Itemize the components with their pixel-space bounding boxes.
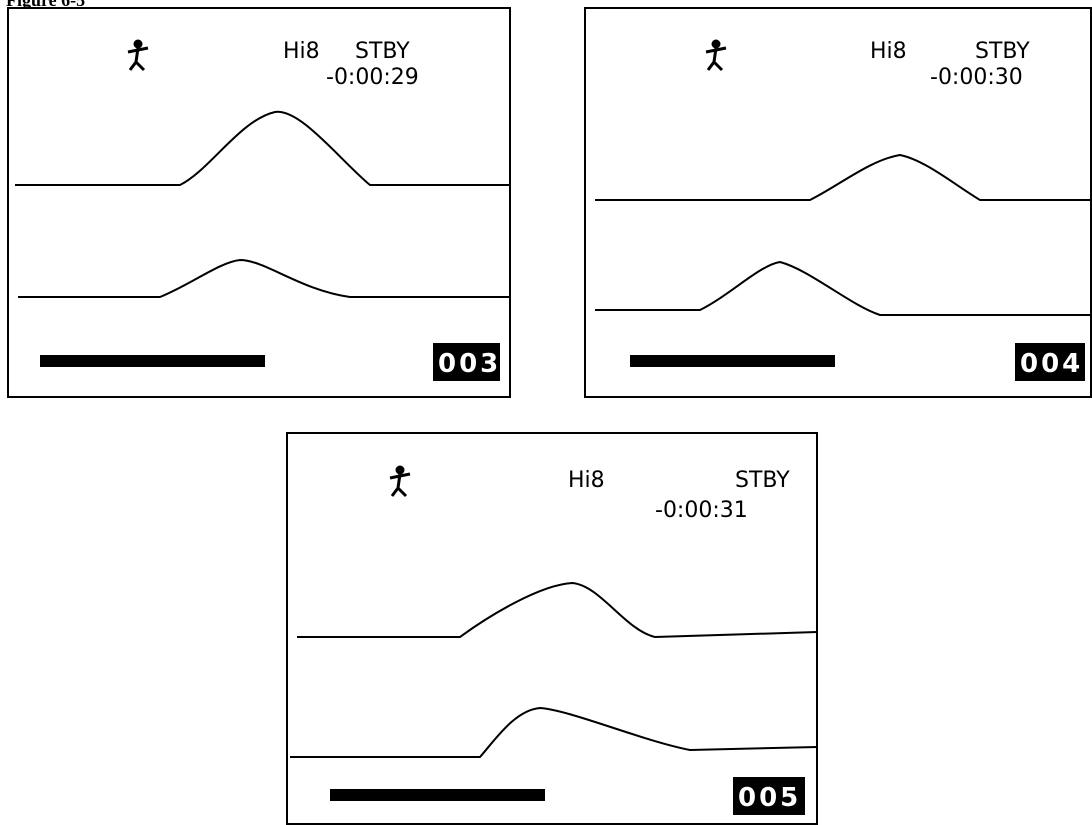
panel-frame [8,8,510,397]
status-bar [630,355,835,367]
counter: 003 [438,349,501,379]
status-label: STBY [735,468,790,493]
timecode: -0:00:29 [326,65,419,90]
format-label: Hi8 [870,39,907,64]
panel: Hi8 STBY -0:00:30 004 [585,8,1091,397]
panel: Hi8 STBY -0:00:31 005 [287,433,817,824]
format-label: Hi8 [568,468,605,493]
counter: 005 [738,783,801,813]
format-label: Hi8 [283,39,320,64]
counter: 004 [1020,349,1083,379]
status-label: STBY [975,39,1030,64]
timecode: -0:00:31 [655,498,748,523]
panel: Hi8 STBY -0:00:29 003 [8,8,510,397]
status-bar [40,355,265,367]
figure: Figure 6-5 Hi8 STBY -0:00:29 003 Hi8 STB… [0,0,1092,825]
timecode: -0:00:30 [930,65,1023,90]
page: {"figure": {"caption": "Figure 6-5", "pa… [0,0,1092,825]
status-label: STBY [355,39,410,64]
status-bar [330,789,545,801]
